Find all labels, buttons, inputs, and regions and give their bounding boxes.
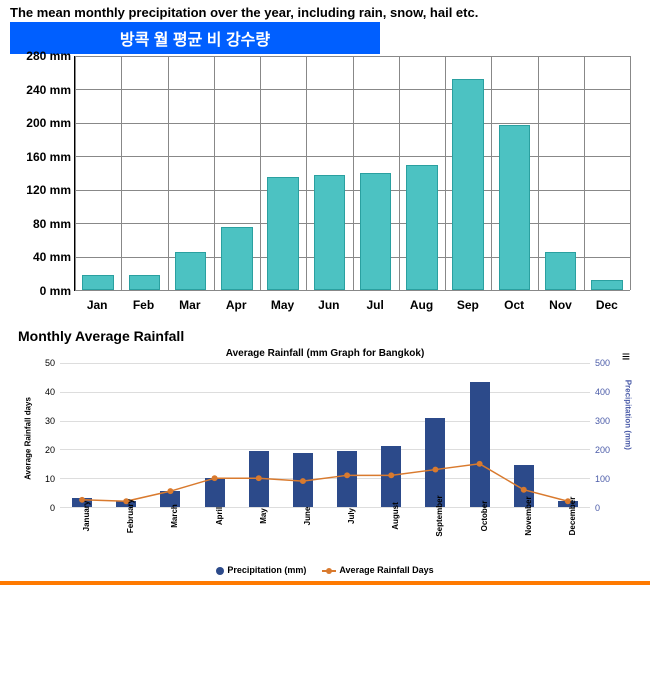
bar [591,280,622,290]
x-tick: Sep [457,298,479,312]
x-tick: May [259,508,268,524]
x-tick: Feb [133,298,154,312]
right-y-tick: 100 [595,474,630,484]
x-tick: February [126,499,135,533]
description: The mean monthly precipitation over the … [10,5,640,20]
x-tick: Mar [179,298,200,312]
left-y-tick: 10 [20,474,55,484]
left-axis-label: Average Rainfall days [24,397,33,480]
x-tick: Apr [226,298,247,312]
right-y-tick: 400 [595,387,630,397]
x-tick: Jun [318,298,339,312]
bar [360,173,391,290]
legend: Precipitation (mm) Average Rainfall Days [20,565,630,575]
x-tick: Jul [366,298,383,312]
left-y-tick: 0 [20,503,55,513]
y-tick: 240 mm [16,83,71,97]
right-y-tick: 200 [595,445,630,455]
right-y-tick: 500 [595,358,630,368]
x-tick: November [524,496,533,535]
y-tick: 160 mm [16,150,71,164]
x-tick: January [82,501,91,532]
bar [406,165,437,290]
bar [267,177,298,290]
precipitation-bar-chart: 0 mm40 mm80 mm120 mm160 mm200 mm240 mm28… [16,56,640,316]
x-tick: September [435,495,444,536]
x-tick: May [271,298,294,312]
x-tick: Oct [504,298,524,312]
x-tick: August [391,502,400,530]
left-y-tick: 50 [20,358,55,368]
bar [82,275,113,290]
subtitle: Monthly Average Rainfall [18,328,640,344]
x-tick: Jan [87,298,108,312]
y-tick: 280 mm [16,49,71,63]
x-tick: Dec [596,298,618,312]
legend-item: Precipitation (mm) [216,565,306,575]
x-tick: Aug [410,298,433,312]
y-tick: 200 mm [16,116,71,130]
bar [499,125,530,290]
bar [545,252,576,290]
left-y-tick: 30 [20,416,55,426]
x-tick: December [568,497,577,536]
x-tick: April [215,507,224,525]
bar [129,275,160,290]
legend-item: Average Rainfall Days [322,565,433,575]
x-tick: Nov [549,298,572,312]
bottom-bar [0,581,650,585]
rainfall-combo-chart: Average Rainfall (mm Graph for Bangkok) … [20,348,630,575]
y-tick: 40 mm [16,250,71,264]
left-y-tick: 20 [20,445,55,455]
x-tick: July [347,508,356,524]
x-tick: October [480,501,489,532]
left-y-tick: 40 [20,387,55,397]
x-tick: March [170,504,179,528]
right-y-tick: 0 [595,503,630,513]
chart2-title: Average Rainfall (mm Graph for Bangkok) [20,348,630,359]
right-y-tick: 300 [595,416,630,426]
x-tick: June [303,507,312,526]
bar [314,175,345,290]
bar [452,79,483,290]
bar [175,252,206,290]
y-tick: 120 mm [16,183,71,197]
y-tick: 0 mm [16,284,71,298]
y-tick: 80 mm [16,217,71,231]
bar [221,227,252,290]
